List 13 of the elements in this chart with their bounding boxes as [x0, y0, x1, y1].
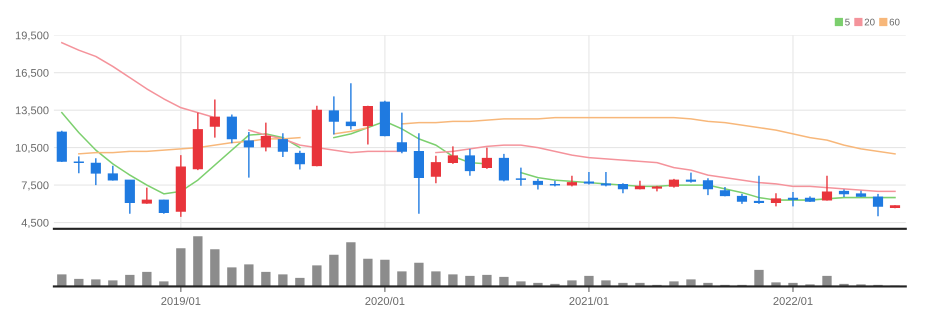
y-tick-label: 16,500	[16, 68, 49, 78]
y-tick-label: 10,500	[16, 144, 49, 154]
x-tick-label: 2021/01	[569, 296, 608, 305]
legend-label: 20	[864, 18, 875, 26]
y-tick-label: 13,500	[16, 106, 49, 116]
x-tick-label: 2019/01	[161, 296, 200, 305]
y-tick-label: 4,500	[21, 218, 49, 228]
y-tick-label: 19,500	[16, 31, 49, 41]
y-tick-label: 7,500	[22, 181, 49, 191]
x-tick-label: 2020/01	[365, 296, 404, 305]
legend-label: 60	[890, 18, 900, 26]
legend-label: 5	[845, 18, 850, 26]
x-tick-label: 2022/01	[773, 296, 813, 305]
